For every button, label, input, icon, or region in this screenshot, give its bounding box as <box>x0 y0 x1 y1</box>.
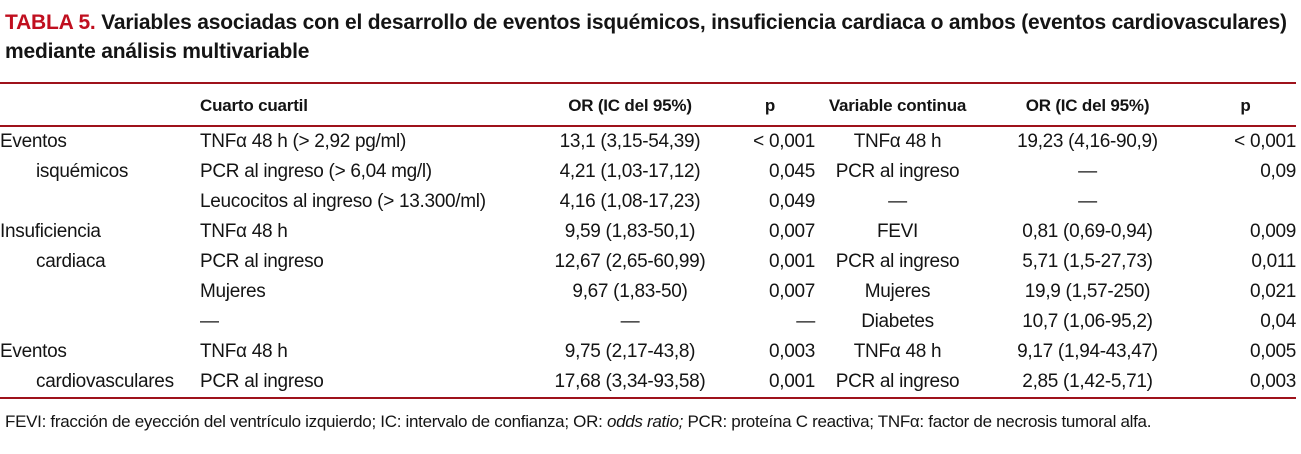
cell-continuous-variable: Mujeres <box>864 281 931 302</box>
cell-or-quartile: 4,21 (1,03-17,12) <box>559 161 701 182</box>
cell-category <box>0 187 200 217</box>
paper-table-page: TABLA 5. Variables asociadas con el desa… <box>0 8 1301 454</box>
table-row: Insuficiencia TNFα 48 h 9,59 (1,83-50,1)… <box>0 217 1296 247</box>
cell-continuous-variable: PCR al ingreso <box>815 367 980 399</box>
table-row: cardiovasculares PCR al ingreso 17,68 (3… <box>0 367 1296 399</box>
table-header-row: Cuarto cuartil OR (IC del 95%) p Variabl… <box>0 83 1296 127</box>
table-title: TABLA 5. Variables asociadas con el desa… <box>5 8 1297 66</box>
cell-category: Insuficiencia <box>0 221 101 242</box>
cell-p-quartile: 0,007 <box>768 221 815 242</box>
cell-p-quartile: < 0,001 <box>753 131 815 152</box>
table-row: Eventos TNFα 48 h (> 2,92 pg/ml) 13,1 (3… <box>0 126 1296 157</box>
cell-p-continuous: 0,04 <box>1260 311 1296 332</box>
cell-or-quartile: 17,68 (3,34-93,58) <box>535 367 725 399</box>
cell-or-quartile: 9,75 (2,17-43,8) <box>564 341 696 362</box>
cell-or-quartile: 12,67 (2,65-60,99) <box>554 251 706 272</box>
table-title-text: Variables asociadas con el desarrollo de… <box>5 11 1287 63</box>
cell-continuous-variable: FEVI <box>876 221 919 242</box>
footnote-text-before: FEVI: fracción de eyección del ventrícul… <box>5 412 607 431</box>
cell-or-continuous: — <box>1078 161 1097 182</box>
cell-continuous-variable: TNFα 48 h <box>853 131 942 152</box>
cell-or-quartile: 4,16 (1,08-17,23) <box>559 191 701 212</box>
cell-or-quartile: 13,1 (3,15-54,39) <box>559 131 701 152</box>
cell-or-quartile: 9,59 (1,83-50,1) <box>564 221 696 242</box>
cell-quartile-variable: TNFα 48 h <box>200 341 288 362</box>
cell-p-quartile: 0,007 <box>768 281 815 302</box>
cell-p-continuous: 0,003 <box>1195 367 1296 399</box>
cell-or-continuous: 0,81 (0,69-0,94) <box>1022 221 1153 242</box>
header-quartile-variable: Cuarto cuartil <box>200 83 535 127</box>
cell-continuous-variable: — <box>888 191 907 212</box>
table-header: Cuarto cuartil OR (IC del 95%) p Variabl… <box>0 83 1296 127</box>
header-or-quartile: OR (IC del 95%) <box>535 83 725 127</box>
cell-or-quartile: — <box>620 311 640 332</box>
cell-p-continuous: 0,021 <box>1249 281 1296 302</box>
table-body: Eventos TNFα 48 h (> 2,92 pg/ml) 13,1 (3… <box>0 126 1296 399</box>
cell-quartile-variable: PCR al ingreso <box>200 367 535 399</box>
cell-or-continuous: 5,71 (1,5-27,73) <box>1022 251 1153 272</box>
cell-or-continuous: 10,7 (1,06-95,2) <box>1022 311 1153 332</box>
cell-quartile-variable: PCR al ingreso (> 6,04 mg/l) <box>200 161 432 182</box>
header-p-continuous: p <box>1195 83 1296 127</box>
cell-p-continuous: 0,005 <box>1249 341 1296 362</box>
cell-quartile-variable: — <box>200 311 219 332</box>
cell-continuous-variable: PCR al ingreso <box>835 161 960 182</box>
cell-category: isquémicos <box>36 161 129 182</box>
cell-or-quartile: 9,67 (1,83-50) <box>572 281 688 302</box>
cell-p-quartile: 0,045 <box>768 161 815 182</box>
cell-quartile-variable: PCR al ingreso <box>200 251 324 272</box>
header-or-continuous: OR (IC del 95%) <box>980 83 1195 127</box>
cell-or-continuous: — <box>1078 191 1097 212</box>
cell-category <box>0 307 200 337</box>
table-row: — — — Diabetes 10,7 (1,06-95,2) 0,04 <box>0 307 1296 337</box>
cell-quartile-variable: TNFα 48 h (> 2,92 pg/ml) <box>200 131 407 152</box>
cell-quartile-variable: Leucocitos al ingreso (> 13.300/ml) <box>200 191 486 212</box>
cell-p-quartile: — <box>796 311 815 332</box>
table-row: Eventos TNFα 48 h 9,75 (2,17-43,8) 0,003… <box>0 337 1296 367</box>
table-row: cardiaca PCR al ingreso 12,67 (2,65-60,9… <box>0 247 1296 277</box>
cell-category: Eventos <box>0 341 67 362</box>
cell-category: Eventos <box>0 131 67 152</box>
footnote-italic-odds-ratio: odds ratio; <box>606 412 684 431</box>
header-continuous-variable: Variable continua <box>815 83 980 127</box>
cell-quartile-variable: TNFα 48 h <box>200 221 288 242</box>
cell-continuous-variable: TNFα 48 h <box>853 341 942 362</box>
header-category <box>0 83 200 127</box>
cell-p-quartile: 0,001 <box>725 367 815 399</box>
cell-or-continuous: 9,17 (1,94-43,47) <box>1017 341 1158 362</box>
table-footnote: FEVI: fracción de eyección del ventrícul… <box>5 411 1297 433</box>
multivariable-analysis-table: Cuarto cuartil OR (IC del 95%) p Variabl… <box>0 82 1296 399</box>
cell-continuous-variable: PCR al ingreso <box>835 251 960 272</box>
cell-p-continuous <box>1195 187 1296 217</box>
cell-continuous-variable: Diabetes <box>861 311 934 332</box>
cell-p-continuous: < 0,001 <box>1234 131 1296 152</box>
cell-p-quartile: 0,001 <box>768 251 815 272</box>
cell-p-continuous: 0,09 <box>1260 161 1296 182</box>
cell-or-continuous: 19,9 (1,57-250) <box>1024 281 1151 302</box>
table-row: Leucocitos al ingreso (> 13.300/ml) 4,16… <box>0 187 1296 217</box>
cell-p-continuous: 0,009 <box>1249 221 1296 242</box>
cell-or-continuous: 2,85 (1,42-5,71) <box>980 367 1195 399</box>
cell-quartile-variable: Mujeres <box>200 281 266 302</box>
cell-p-continuous: 0,011 <box>1251 251 1296 272</box>
cell-p-quartile: 0,003 <box>768 341 815 362</box>
cell-or-continuous: 19,23 (4,16-90,9) <box>1017 131 1158 152</box>
cell-category: cardiovasculares <box>0 367 200 399</box>
cell-p-quartile: 0,049 <box>768 191 815 212</box>
footnote-text-after: PCR: proteína C reactiva; TNFα: factor d… <box>683 412 1152 431</box>
header-p-quartile: p <box>725 83 815 127</box>
cell-category <box>0 277 200 307</box>
cell-category: cardiaca <box>36 251 106 272</box>
table-row: isquémicos PCR al ingreso (> 6,04 mg/l) … <box>0 157 1296 187</box>
table-row: Mujeres 9,67 (1,83-50) 0,007 Mujeres 19,… <box>0 277 1296 307</box>
table-number-label: TABLA 5. <box>5 11 96 34</box>
